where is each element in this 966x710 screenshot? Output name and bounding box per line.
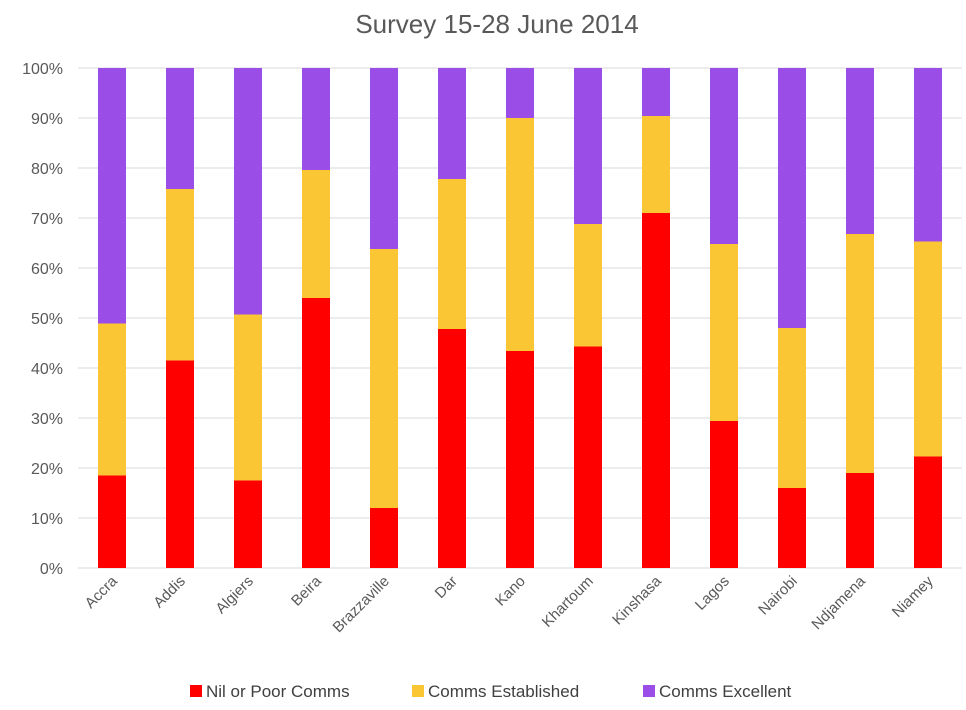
bar-segment	[370, 508, 398, 568]
y-tick-label: 100%	[22, 61, 63, 78]
bar-segment	[234, 68, 262, 315]
bar-segment	[506, 118, 534, 351]
bar-segment	[710, 68, 738, 244]
bar-segment	[166, 189, 194, 361]
x-axis-labels: Accra Addis Algiers Beira Brazzaville Dar Kano…	[82, 572, 937, 636]
bar-segment	[642, 213, 670, 568]
bar-segment	[370, 68, 398, 249]
y-tick-label: 40%	[31, 361, 63, 378]
bar-segment	[234, 314, 262, 481]
x-tick-label: Ndjamena	[808, 572, 869, 633]
bar-segment	[574, 346, 602, 568]
bar-segment	[778, 488, 806, 568]
bar-segment	[846, 473, 874, 568]
bar-segment	[302, 298, 330, 568]
y-tick-label: 0%	[40, 561, 63, 578]
legend-label: Comms Established	[428, 682, 579, 701]
bar-segment	[370, 249, 398, 508]
bar-segment	[98, 68, 126, 324]
bar-segment	[166, 360, 194, 568]
y-tick-label: 80%	[31, 161, 63, 178]
bar-segment	[914, 456, 942, 568]
bar-segment	[914, 68, 942, 242]
bar-segment	[642, 68, 670, 116]
y-tick-label: 20%	[31, 461, 63, 478]
x-tick-label: Algiers	[212, 573, 256, 617]
y-tick-label: 60%	[31, 261, 63, 278]
bar-segment	[914, 241, 942, 457]
bar-segment	[506, 68, 534, 118]
bar-segment	[710, 421, 738, 568]
x-tick-label: Kano	[492, 573, 529, 610]
bar-segment	[778, 328, 806, 488]
x-tick-label: Kinshasa	[609, 572, 665, 628]
bar-segment	[846, 68, 874, 234]
bar-segment	[642, 116, 670, 213]
bar-segment	[574, 68, 602, 224]
x-tick-label: Niamey	[889, 572, 937, 620]
x-tick-label: Addis	[150, 573, 189, 612]
bar-segment	[574, 224, 602, 347]
legend-swatch	[190, 685, 202, 697]
bar-segment	[778, 68, 806, 328]
bar-segment	[438, 329, 466, 568]
bar-segment	[166, 68, 194, 189]
bar-segment	[302, 170, 330, 298]
x-tick-label: Lagos	[692, 573, 733, 614]
x-tick-label: Brazzaville	[330, 573, 393, 636]
x-tick-label: Nairobi	[755, 573, 801, 619]
x-tick-label: Beira	[288, 572, 325, 609]
bar-segment	[438, 179, 466, 329]
legend-label: Comms Excellent	[659, 682, 792, 701]
bar-segment	[234, 480, 262, 568]
x-tick-label: Accra	[82, 572, 122, 612]
legend-swatch	[412, 685, 424, 697]
y-tick-label: 10%	[31, 511, 63, 528]
y-tick-label: 50%	[31, 311, 63, 328]
bar-segment	[846, 234, 874, 473]
bar-segment	[438, 68, 466, 179]
x-tick-label: Dar	[432, 573, 461, 602]
y-tick-label: 90%	[31, 111, 63, 128]
y-tick-label: 30%	[31, 411, 63, 428]
bar-segment	[710, 244, 738, 421]
y-tick-label: 70%	[31, 211, 63, 228]
bar-segment	[98, 323, 126, 476]
legend-label: Nil or Poor Comms	[206, 682, 350, 701]
bar-segment	[302, 68, 330, 170]
y-axis-ticks: 0% 10% 20% 30% 40% 50% 60% 70% 80% 90% 100%	[22, 61, 63, 578]
bars	[98, 68, 942, 568]
legend: Nil or Poor Comms Comms Established Comms …	[190, 682, 792, 701]
x-tick-label: Khartoum	[539, 573, 597, 631]
bar-segment	[506, 351, 534, 568]
chart-title: Survey 15-28 June 2014	[355, 9, 638, 39]
legend-swatch	[643, 685, 655, 697]
bar-segment	[98, 475, 126, 568]
